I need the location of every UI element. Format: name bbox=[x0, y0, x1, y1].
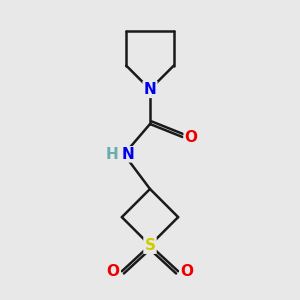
Text: O: O bbox=[184, 130, 198, 145]
Text: O: O bbox=[180, 264, 193, 279]
Text: S: S bbox=[145, 238, 155, 253]
Text: N: N bbox=[144, 82, 156, 97]
Text: O: O bbox=[107, 264, 120, 279]
Text: N: N bbox=[122, 147, 135, 162]
Text: H: H bbox=[106, 147, 119, 162]
